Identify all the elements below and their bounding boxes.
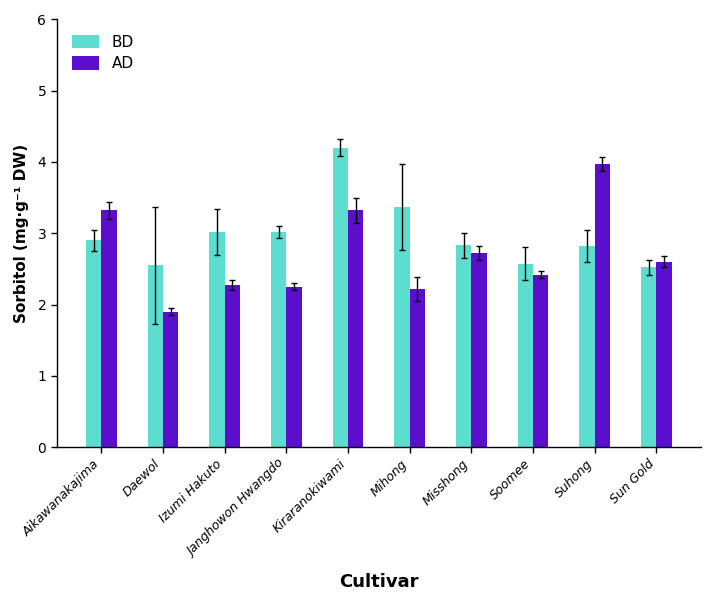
Bar	[533, 275, 548, 447]
Bar	[147, 266, 163, 447]
Bar	[641, 267, 656, 447]
Bar	[656, 262, 672, 447]
Bar	[456, 246, 471, 447]
Bar	[163, 312, 179, 447]
X-axis label: Cultivar: Cultivar	[339, 573, 419, 591]
Bar	[225, 284, 240, 447]
Bar	[271, 232, 287, 447]
Legend: BD, AD: BD, AD	[64, 27, 142, 79]
Y-axis label: Sorbitol (mg·g⁻¹ DW): Sorbitol (mg·g⁻¹ DW)	[14, 143, 29, 323]
Bar	[471, 253, 487, 447]
Bar	[348, 211, 363, 447]
Bar	[86, 240, 102, 447]
Bar	[410, 289, 425, 447]
Bar	[595, 164, 610, 447]
Bar	[518, 264, 533, 447]
Bar	[287, 287, 302, 447]
Bar	[394, 207, 410, 447]
Bar	[209, 232, 225, 447]
Bar	[332, 148, 348, 447]
Bar	[579, 246, 595, 447]
Bar	[102, 211, 117, 447]
